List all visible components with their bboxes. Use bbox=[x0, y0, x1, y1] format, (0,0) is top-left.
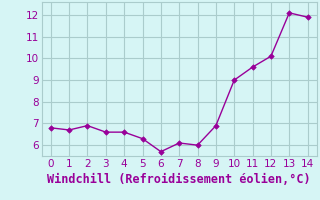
X-axis label: Windchill (Refroidissement éolien,°C): Windchill (Refroidissement éolien,°C) bbox=[47, 173, 311, 186]
